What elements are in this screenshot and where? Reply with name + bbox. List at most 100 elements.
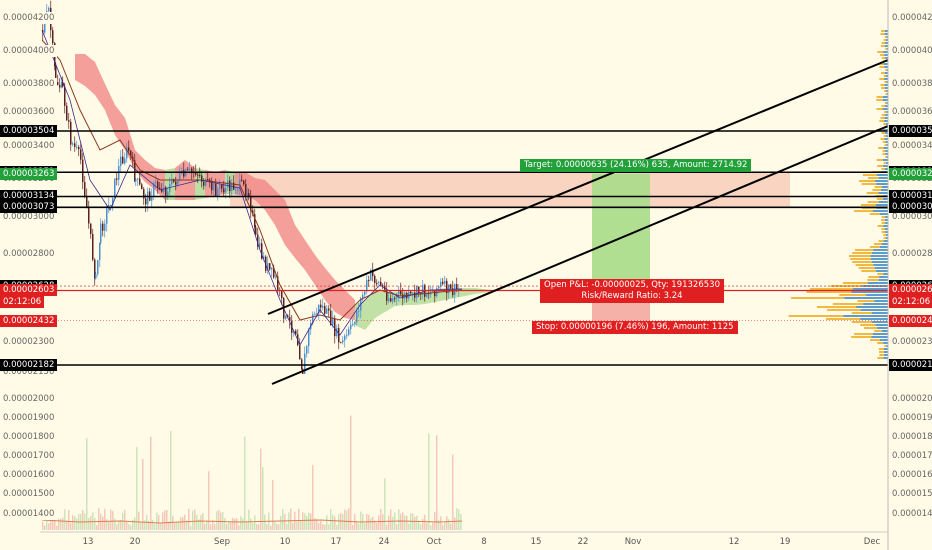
pnl-line-2: Risk/Reward Ratio: 3.24	[581, 291, 683, 301]
vp-bar-sell	[867, 279, 879, 281]
candle-body	[304, 353, 306, 374]
candle-body	[225, 187, 227, 193]
volume-bar	[416, 515, 418, 530]
candle-body	[99, 242, 101, 261]
cloud-segment	[315, 255, 325, 300]
volume-bar	[116, 524, 118, 530]
volume-bar	[436, 435, 438, 530]
vp-bar-sell	[876, 108, 883, 110]
volume-bar	[94, 518, 96, 530]
vp-bar-buy	[882, 159, 888, 161]
vp-bar-buy	[876, 174, 888, 176]
vp-bar-sell	[850, 258, 871, 260]
vp-bar-sell	[877, 51, 884, 53]
level-label-right: 02:12:06	[889, 296, 932, 309]
cloud-segment	[285, 200, 295, 258]
vp-bar-sell	[848, 255, 871, 257]
candle-body	[78, 146, 80, 150]
vp-bar-buy	[878, 201, 888, 203]
candle-body	[358, 310, 360, 312]
volume-bar	[352, 524, 354, 530]
candle-body	[340, 342, 342, 344]
vp-bar-buy	[885, 105, 888, 107]
vp-bar-sell	[883, 123, 886, 125]
vp-bar-sell	[877, 342, 884, 344]
vp-bar-buy	[882, 198, 888, 200]
y-tick-right: 0.00003800	[889, 78, 932, 90]
y-tick-left: 0.00002800	[0, 248, 58, 260]
candle-body	[254, 214, 256, 228]
vp-bar-buy	[885, 141, 888, 143]
candle-body	[275, 276, 277, 278]
volume-bar	[48, 523, 50, 530]
volume-bar	[406, 515, 408, 530]
volume-bar	[176, 521, 178, 530]
vp-bar-buy	[882, 129, 888, 131]
volume-bar	[276, 523, 278, 530]
vp-bar-buy	[886, 135, 888, 137]
candle-body	[322, 306, 324, 308]
volume-bar	[326, 515, 328, 530]
vp-bar-sell	[863, 327, 878, 329]
volume-bar	[192, 510, 194, 530]
vp-bar-buy	[871, 261, 888, 263]
volume-bar	[456, 508, 458, 530]
y-tick-right: 0.00004200	[889, 12, 932, 24]
volume-bar	[160, 523, 162, 530]
vp-bar-buy	[874, 180, 888, 182]
vp-bar-buy	[844, 297, 888, 299]
candle-body	[392, 298, 394, 302]
candle-body	[82, 159, 84, 183]
volume-bar	[296, 521, 298, 530]
vp-bar-sell	[881, 30, 885, 32]
vp-bar-sell	[881, 72, 885, 74]
y-tick-left: 0.00001700	[0, 450, 58, 462]
vp-bar-sell	[878, 240, 884, 242]
vp-bar-buy	[884, 354, 888, 356]
volume-bar	[396, 524, 398, 530]
vp-bar-buy	[877, 327, 888, 329]
vp-bar-buy	[866, 294, 888, 296]
vp-bar-buy	[881, 330, 888, 332]
volume-bar	[386, 524, 388, 530]
volume-bar	[432, 522, 434, 530]
vp-bar-sell	[880, 54, 885, 56]
candle-body	[402, 294, 404, 299]
candle-body	[263, 256, 265, 259]
candle-body	[137, 178, 139, 180]
vp-bar-sell	[851, 312, 872, 314]
vp-bar-sell	[874, 243, 882, 245]
pnl-box: Open P&L: -0.00000025, Qty: 191326530 Ri…	[540, 279, 724, 303]
cloud-segment	[295, 225, 305, 270]
volume-bar	[60, 518, 62, 530]
volume-bar	[144, 520, 146, 530]
volume-bar	[150, 436, 152, 530]
volume-bar	[90, 516, 92, 530]
vp-bar-buy	[883, 351, 888, 353]
vp-bar-buy	[886, 102, 888, 104]
candle-body	[187, 169, 189, 171]
candle-body	[245, 184, 247, 196]
candle-body	[114, 178, 116, 199]
candle-body	[235, 189, 237, 191]
volume-bar	[128, 523, 130, 530]
volume-bar	[278, 524, 280, 530]
candle-body	[139, 178, 141, 185]
vp-bar-buy	[886, 69, 888, 71]
y-tick-left: 0.00001900	[0, 412, 58, 424]
volume-bar	[442, 525, 444, 530]
vp-bar-buy	[875, 204, 888, 206]
vp-bar-buy	[885, 231, 888, 233]
vp-bar-sell	[870, 339, 880, 341]
x-tick-label: 20	[129, 537, 141, 547]
volume-bar	[98, 508, 100, 530]
candle-body	[450, 284, 452, 289]
y-tick-left: 0.00003800	[0, 78, 58, 90]
level-label-left: 0.00002432	[0, 314, 58, 327]
candle-body	[440, 281, 442, 287]
volume-bar	[322, 524, 324, 530]
volume-bar	[320, 521, 322, 530]
vp-bar-buy	[882, 99, 888, 101]
y-tick-left: 0.00003400	[0, 140, 58, 152]
